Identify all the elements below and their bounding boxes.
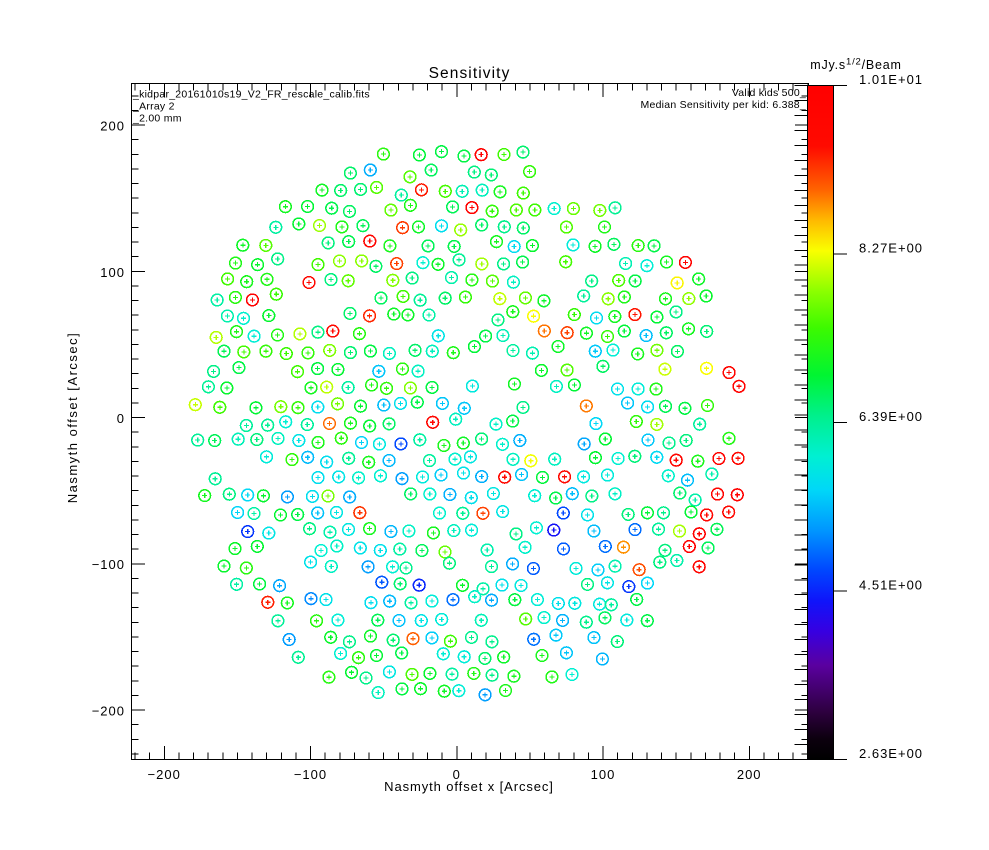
svg-text:100: 100 <box>100 265 125 280</box>
svg-text:−100: −100 <box>92 557 125 572</box>
svg-text:200: 200 <box>737 767 762 782</box>
svg-text:−100: −100 <box>294 767 327 782</box>
svg-text:1.01E+01: 1.01E+01 <box>859 72 923 87</box>
svg-text:Sensitivity: Sensitivity <box>429 65 511 82</box>
svg-text:Median Sensitivity per kid: 6.: Median Sensitivity per kid: 6.388_ <box>640 99 806 111</box>
svg-text:200: 200 <box>100 119 125 134</box>
svg-text:0: 0 <box>453 767 461 782</box>
svg-text:Nasmyth offset x [Arcsec]: Nasmyth offset x [Arcsec] <box>384 779 554 794</box>
svg-text:_kidpar_20161010s19_V2_FR_resc: _kidpar_20161010s19_V2_FR_rescale_calib.… <box>132 89 370 101</box>
svg-text:6.39E+00: 6.39E+00 <box>859 409 923 424</box>
svg-text:_2.00 mm: _2.00 mm <box>132 113 182 125</box>
svg-text:8.27E+00: 8.27E+00 <box>859 241 923 256</box>
svg-text:−200: −200 <box>92 704 125 719</box>
svg-text:4.51E+00: 4.51E+00 <box>859 578 923 593</box>
svg-text:−200: −200 <box>148 767 181 782</box>
svg-text:_Array 2: _Array 2 <box>132 101 175 113</box>
svg-text:Valid kids 500_: Valid kids 500_ <box>732 87 806 99</box>
svg-text:0: 0 <box>117 411 125 426</box>
svg-text:mJy.s1/2/Beam: mJy.s1/2/Beam <box>810 57 901 73</box>
svg-text:2.63E+00: 2.63E+00 <box>859 746 923 761</box>
svg-text:Nasmyth offset [Arcsec]: Nasmyth offset [Arcsec] <box>65 332 80 504</box>
svg-text:100: 100 <box>591 767 616 782</box>
